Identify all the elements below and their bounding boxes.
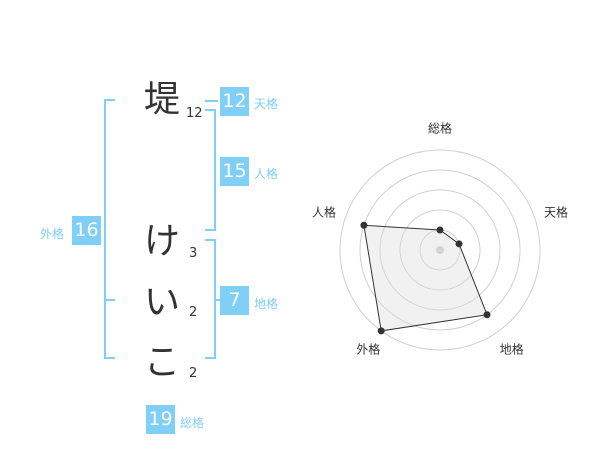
stroke-count: 12 bbox=[186, 106, 203, 121]
radar-axis-label: 外格 bbox=[356, 342, 381, 357]
stroke-count: 3 bbox=[189, 246, 198, 261]
name-char: 堤 bbox=[143, 79, 180, 120]
radar-ring bbox=[359, 169, 521, 331]
name-char: こ bbox=[143, 342, 180, 383]
jinkaku-badge: 15 bbox=[220, 157, 249, 186]
chikaku-bracket bbox=[205, 239, 220, 359]
name-char: い bbox=[143, 282, 180, 323]
jinkaku-label: 人格 bbox=[254, 167, 279, 181]
radar-point bbox=[436, 226, 444, 234]
tenkaku-badge: 12 bbox=[220, 87, 249, 116]
radar-ring bbox=[339, 149, 541, 351]
radar-area bbox=[363, 224, 488, 332]
radar-axis-label: 人格 bbox=[311, 205, 336, 220]
radar-point bbox=[455, 240, 463, 248]
gaikaku-bracket bbox=[104, 99, 115, 359]
radar-axis-label: 地格 bbox=[499, 342, 524, 357]
radar-point bbox=[483, 311, 491, 319]
tenkaku-label: 天格 bbox=[254, 97, 279, 111]
radar-center bbox=[436, 246, 444, 254]
radar-axis-label: 天格 bbox=[544, 205, 569, 220]
stroke-count: 2 bbox=[189, 366, 198, 381]
radar-ring bbox=[379, 189, 501, 311]
soukaku-badge: 19 bbox=[146, 405, 175, 434]
chikaku-badge: 7 bbox=[220, 286, 249, 315]
name-char: け bbox=[143, 221, 180, 262]
radar-axis-label: 総格 bbox=[427, 121, 453, 136]
soukaku-label: 総格 bbox=[180, 416, 205, 430]
stroke-count: 2 bbox=[189, 305, 198, 320]
chikaku-label: 地格 bbox=[254, 297, 279, 311]
jinkaku-bracket bbox=[205, 109, 216, 231]
radar-ring bbox=[399, 209, 481, 291]
radar-point bbox=[377, 327, 385, 335]
gaikaku-label: 外格 bbox=[40, 227, 65, 241]
gaikaku-badge: 16 bbox=[72, 216, 101, 245]
radar-point bbox=[360, 221, 368, 229]
